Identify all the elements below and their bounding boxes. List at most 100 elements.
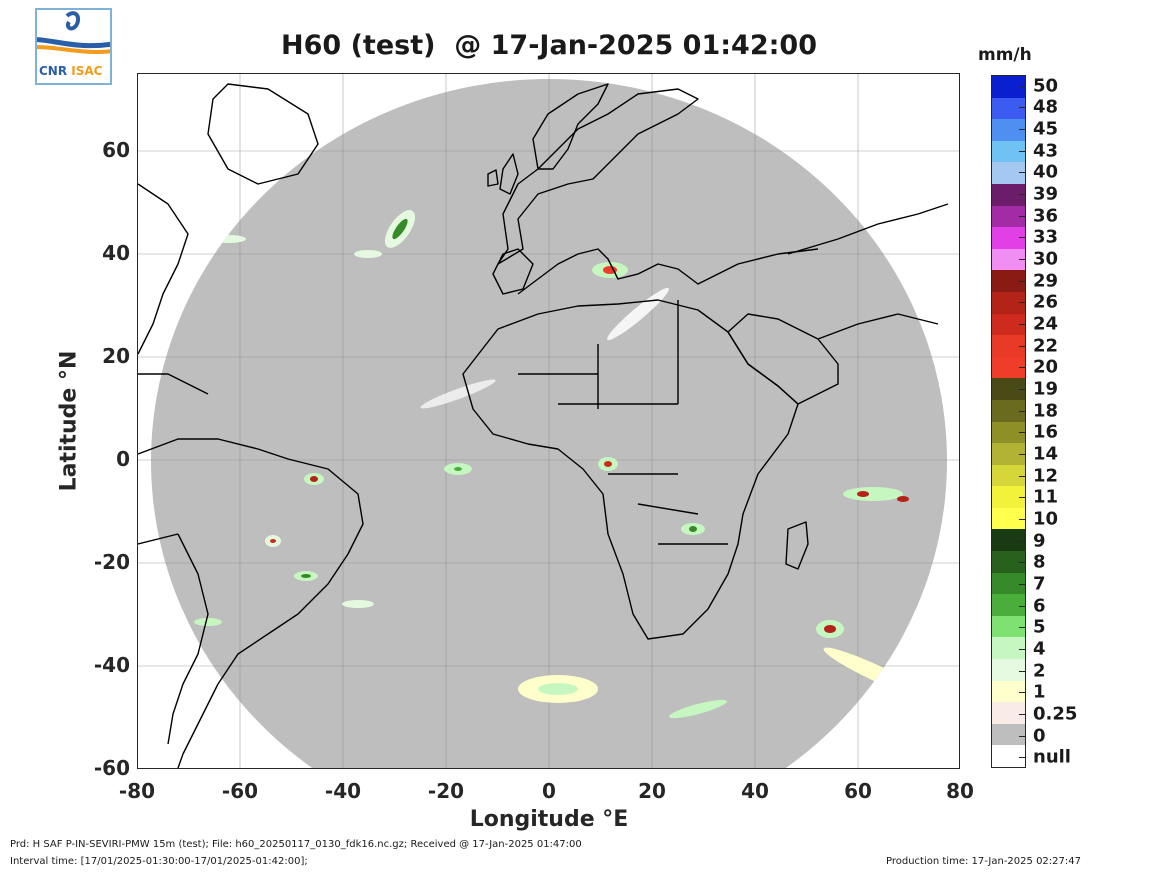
colorbar-swatch	[992, 313, 1025, 336]
colorbar-level-label: 39	[1033, 183, 1059, 205]
map-title: H60 (test) @ 17-Jan-2025 01:42:00	[281, 30, 817, 61]
colorbar-level-label: 2	[1033, 660, 1046, 682]
colorbar-swatch	[992, 615, 1025, 638]
y-tick-label: -20	[93, 550, 130, 574]
x-tick-label: 0	[542, 779, 556, 803]
colorbar-tick	[1019, 692, 1026, 694]
colorbar-level-label: 40	[1033, 161, 1059, 183]
colorbar-tick	[1019, 648, 1026, 650]
colorbar-swatch	[992, 745, 1025, 767]
map-plot-area	[137, 73, 960, 769]
x-tick-label: -60	[221, 779, 259, 803]
colorbar-level-label: 12	[1033, 465, 1059, 487]
colorbar-swatch	[992, 507, 1025, 530]
colorbar-swatch	[992, 529, 1025, 552]
colorbar-swatch	[992, 464, 1025, 487]
colorbar-tick	[1019, 259, 1026, 261]
colorbar-swatch	[992, 702, 1025, 724]
colorbar-swatch	[992, 421, 1025, 444]
colorbar-level-label: 1	[1033, 681, 1046, 703]
colorbar-tick	[1019, 453, 1026, 455]
colorbar-swatch	[992, 76, 1025, 98]
colorbar-level-label: 10	[1033, 508, 1059, 530]
colorbar-level-label: 48	[1033, 96, 1059, 118]
colorbar-level-label: 9	[1033, 530, 1046, 552]
colorbar-swatch	[992, 291, 1025, 314]
x-axis-label: Longitude °E	[469, 807, 629, 832]
colorbar-level-label: 20	[1033, 356, 1059, 378]
colorbar-tick	[1019, 150, 1026, 152]
colorbar-tick	[1019, 583, 1026, 585]
colorbar-swatch	[992, 723, 1025, 746]
colorbar-tick	[1019, 302, 1026, 304]
colorbar-swatch	[992, 248, 1025, 271]
colorbar-swatch	[992, 378, 1025, 400]
colorbar-level-label: 24	[1033, 313, 1059, 335]
colorbar-tick	[1019, 432, 1026, 434]
colorbar-level-label: 19	[1033, 378, 1059, 400]
footer-production-time: Production time: 17-Jan-2025 02:27:47	[886, 856, 1081, 867]
colorbar-level-label: 33	[1033, 226, 1059, 248]
colorbar-swatch	[992, 637, 1025, 660]
colorbar-tick	[1019, 627, 1026, 629]
colorbar-tick	[1019, 497, 1026, 499]
logo-text: CNR ISAC	[39, 64, 102, 78]
colorbar-swatch	[992, 97, 1025, 120]
logo-text-cnr: CNR	[39, 64, 68, 78]
colorbar-tick	[1019, 324, 1026, 326]
colorbar-level-label: null	[1033, 746, 1071, 768]
colorbar-level-label: 50	[1033, 75, 1059, 97]
colorbar-level-label: 22	[1033, 335, 1059, 357]
colorbar-swatch	[992, 399, 1025, 422]
colorbar-tick	[1019, 735, 1026, 737]
colorbar-tick	[1019, 345, 1026, 347]
footer-interval-time: Interval time: [17/01/2025-01:30:00-17/0…	[10, 856, 308, 867]
colorbar-tick	[1019, 540, 1026, 542]
y-tick-label: 20	[102, 344, 130, 368]
x-tick-label: 60	[844, 779, 872, 803]
colorbar-swatch	[992, 335, 1025, 357]
colorbar-swatch	[992, 183, 1025, 206]
y-tick-label: 40	[102, 241, 130, 265]
grid-lines	[138, 74, 959, 768]
colorbar-swatch	[992, 162, 1025, 184]
colorbar-swatch	[992, 270, 1025, 292]
precipitation-map	[138, 74, 959, 768]
colorbar-swatch	[992, 227, 1025, 249]
colorbar-swatch	[992, 680, 1025, 703]
colorbar-tick	[1019, 410, 1026, 412]
colorbar-level-label: 45	[1033, 118, 1059, 140]
colorbar-level-label: 18	[1033, 400, 1059, 422]
colorbar-tick	[1019, 194, 1026, 196]
y-tick-label: 60	[102, 138, 130, 162]
y-tick-label: -60	[93, 756, 130, 780]
colorbar-level-label: 11	[1033, 486, 1059, 508]
y-axis-label: Latitude °N	[56, 350, 82, 492]
colorbar-tick	[1019, 237, 1026, 239]
colorbar-swatch	[992, 572, 1025, 595]
colorbar-tick	[1019, 518, 1026, 520]
x-tick-label: -80	[118, 779, 156, 803]
colorbar-level-label: 4	[1033, 638, 1046, 660]
colorbar-tick	[1019, 562, 1026, 564]
x-tick-label: 80	[946, 779, 974, 803]
logo-swoosh-icon	[16, 11, 133, 54]
colorbar-level-label: 0	[1033, 725, 1046, 747]
colorbar-tick	[1019, 389, 1026, 391]
colorbar-level-label: 5	[1033, 616, 1046, 638]
colorbar-level-label: 36	[1033, 205, 1059, 227]
colorbar-swatch	[992, 119, 1025, 141]
colorbar-swatch	[992, 551, 1025, 573]
colorbar-level-label: 7	[1033, 573, 1046, 595]
colorbar-tick	[1019, 475, 1026, 477]
x-tick-label: -40	[324, 779, 362, 803]
colorbar-tick	[1019, 757, 1026, 759]
colorbar-tick	[1019, 605, 1026, 607]
colorbar-level-label: 43	[1033, 140, 1059, 162]
x-tick-label: 20	[638, 779, 666, 803]
colorbar-level-label: 29	[1033, 270, 1059, 292]
colorbar-tick	[1019, 107, 1026, 109]
colorbar-swatch	[992, 659, 1025, 681]
colorbar-unit: mm/h	[978, 45, 1032, 65]
footer-product-info: Prd: H SAF P-IN-SEVIRI-PMW 15m (test); F…	[10, 839, 582, 850]
